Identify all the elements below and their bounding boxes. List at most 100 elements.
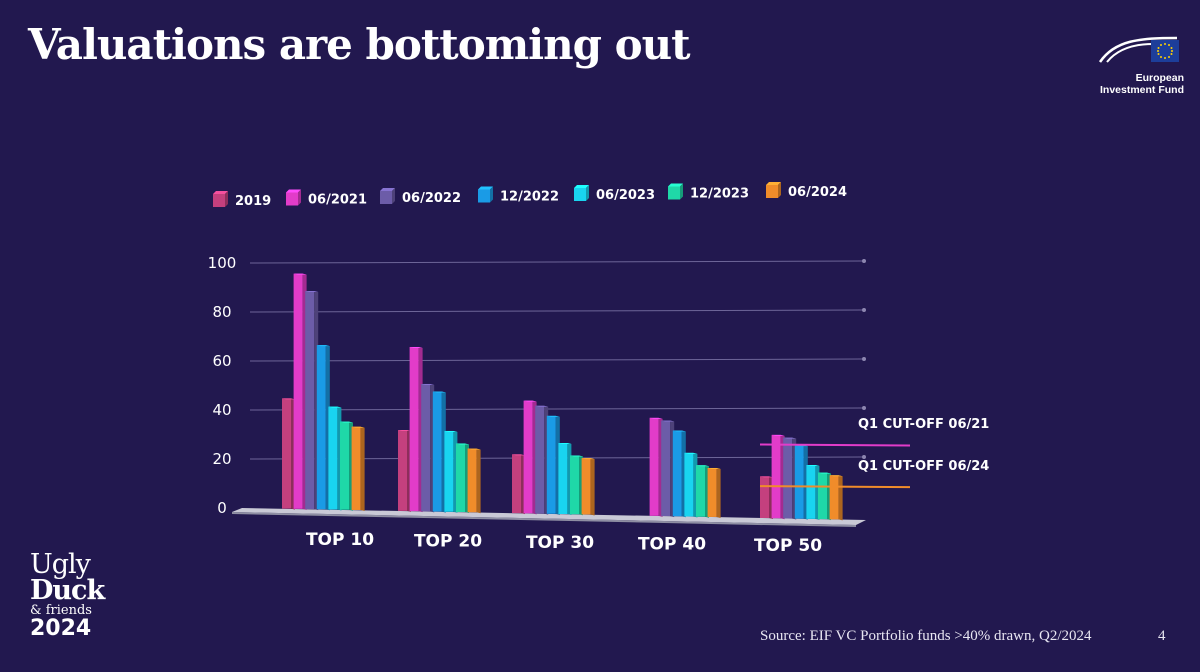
- x-axis: TOP 10 TOP 20 TOP 30 TOP 40 TOP 50: [306, 530, 822, 556]
- annotation-label: Q1 CUT-OFF 06/24: [858, 459, 989, 474]
- eif-logo-line2: Investment Fund: [1099, 84, 1184, 96]
- bar-top: [328, 406, 342, 408]
- eif-logo: [1098, 36, 1179, 63]
- bar-top: [661, 420, 675, 422]
- legend-swatch: [286, 192, 298, 206]
- bar: [649, 417, 663, 517]
- bar: [535, 405, 549, 515]
- bar: [444, 430, 458, 513]
- legend-swatch-side: [680, 183, 683, 200]
- bar: [672, 430, 686, 518]
- bar-front: [293, 273, 303, 509]
- bar-top: [707, 467, 721, 469]
- bar: [684, 452, 698, 518]
- x-category-label: TOP 50: [754, 536, 822, 556]
- source-note: Source: EIF VC Portfolio funds >40% draw…: [760, 628, 1092, 644]
- bar-top: [649, 417, 663, 419]
- legend-item: 06/2021: [286, 189, 367, 208]
- bar-side: [838, 475, 843, 521]
- eif-logo-text: European Investment Fund: [1100, 72, 1184, 96]
- bar-top: [409, 346, 423, 348]
- bar: [546, 415, 560, 515]
- bar: [409, 346, 423, 513]
- legend-item: 06/2023: [574, 185, 655, 203]
- eu-flag-icon: [1151, 40, 1179, 62]
- eif-swoosh-icon: [1098, 36, 1178, 63]
- legend-swatch-side: [490, 186, 493, 203]
- legend-item: 06/2022: [380, 188, 461, 206]
- bar-front: [340, 421, 349, 510]
- bar-top: [783, 437, 797, 439]
- bar-front: [760, 476, 769, 518]
- bar-top: [771, 434, 785, 436]
- floor-edge: [232, 512, 856, 527]
- bar-top: [535, 405, 549, 407]
- bar-front: [661, 420, 671, 517]
- bar-top: [684, 452, 698, 454]
- gridline-end-dot: [862, 406, 866, 410]
- bar: [351, 426, 365, 511]
- legend-swatch: [478, 189, 490, 203]
- bar-front: [328, 406, 338, 510]
- bar-front: [818, 472, 827, 520]
- bar-front: [444, 430, 454, 512]
- legend-item: 12/2023: [668, 183, 749, 202]
- legend-swatch-side: [392, 188, 395, 204]
- bar: [293, 273, 307, 510]
- bar-top: [444, 430, 458, 432]
- bar-front: [696, 465, 705, 517]
- bar-front: [467, 448, 477, 513]
- page-number: 4: [1158, 628, 1166, 644]
- bar-front: [456, 443, 465, 513]
- bar-front: [707, 467, 717, 517]
- legend-swatch-top: [668, 183, 683, 187]
- bar-top: [760, 476, 773, 478]
- bar-front: [523, 400, 533, 514]
- bar-side: [476, 448, 481, 514]
- bar: [570, 455, 583, 516]
- bar-front: [672, 430, 682, 517]
- bar-top: [293, 273, 307, 275]
- ugly-duck-line1: Ugly: [30, 549, 91, 580]
- bar: [581, 458, 595, 516]
- bar-top: [696, 465, 709, 467]
- bar-front: [794, 445, 804, 519]
- ugly-duck-line2: Duck: [30, 575, 105, 606]
- legend-item: 2019: [213, 191, 271, 209]
- y-tick-label: 0: [217, 499, 227, 517]
- bar: [282, 398, 295, 510]
- annotation-label: Q1 CUT-OFF 06/21: [858, 417, 989, 432]
- chart-floor: [232, 508, 866, 527]
- bar: [467, 448, 481, 514]
- bar-front: [512, 454, 521, 514]
- bar: [818, 472, 831, 521]
- bar-side: [360, 426, 365, 511]
- bar-top: [340, 421, 353, 423]
- bar-front: [558, 442, 568, 515]
- ugly-duck-line3: & friends: [30, 603, 92, 618]
- legend-label: 2019: [235, 194, 271, 209]
- legend-swatch: [668, 186, 680, 200]
- bar-top: [818, 472, 831, 474]
- x-category-label: TOP 30: [526, 533, 594, 553]
- legend-swatch-top: [478, 186, 493, 190]
- legend-swatch: [766, 185, 778, 198]
- y-tick-label: 20: [212, 450, 231, 468]
- legend-swatch-side: [586, 185, 589, 201]
- bar-top: [398, 430, 411, 432]
- legend-swatch-top: [286, 189, 301, 193]
- bar-front: [535, 405, 545, 514]
- legend-swatch: [574, 188, 586, 201]
- bar-side: [716, 467, 721, 518]
- bar: [707, 467, 721, 518]
- bar-top: [829, 475, 843, 477]
- bar: [661, 420, 675, 518]
- bar-top: [316, 345, 330, 347]
- bar-top: [806, 465, 820, 467]
- bar-front: [282, 398, 291, 509]
- bar: [696, 465, 709, 518]
- bar-top: [432, 391, 446, 393]
- bar: [558, 442, 572, 516]
- bar-front: [421, 383, 431, 512]
